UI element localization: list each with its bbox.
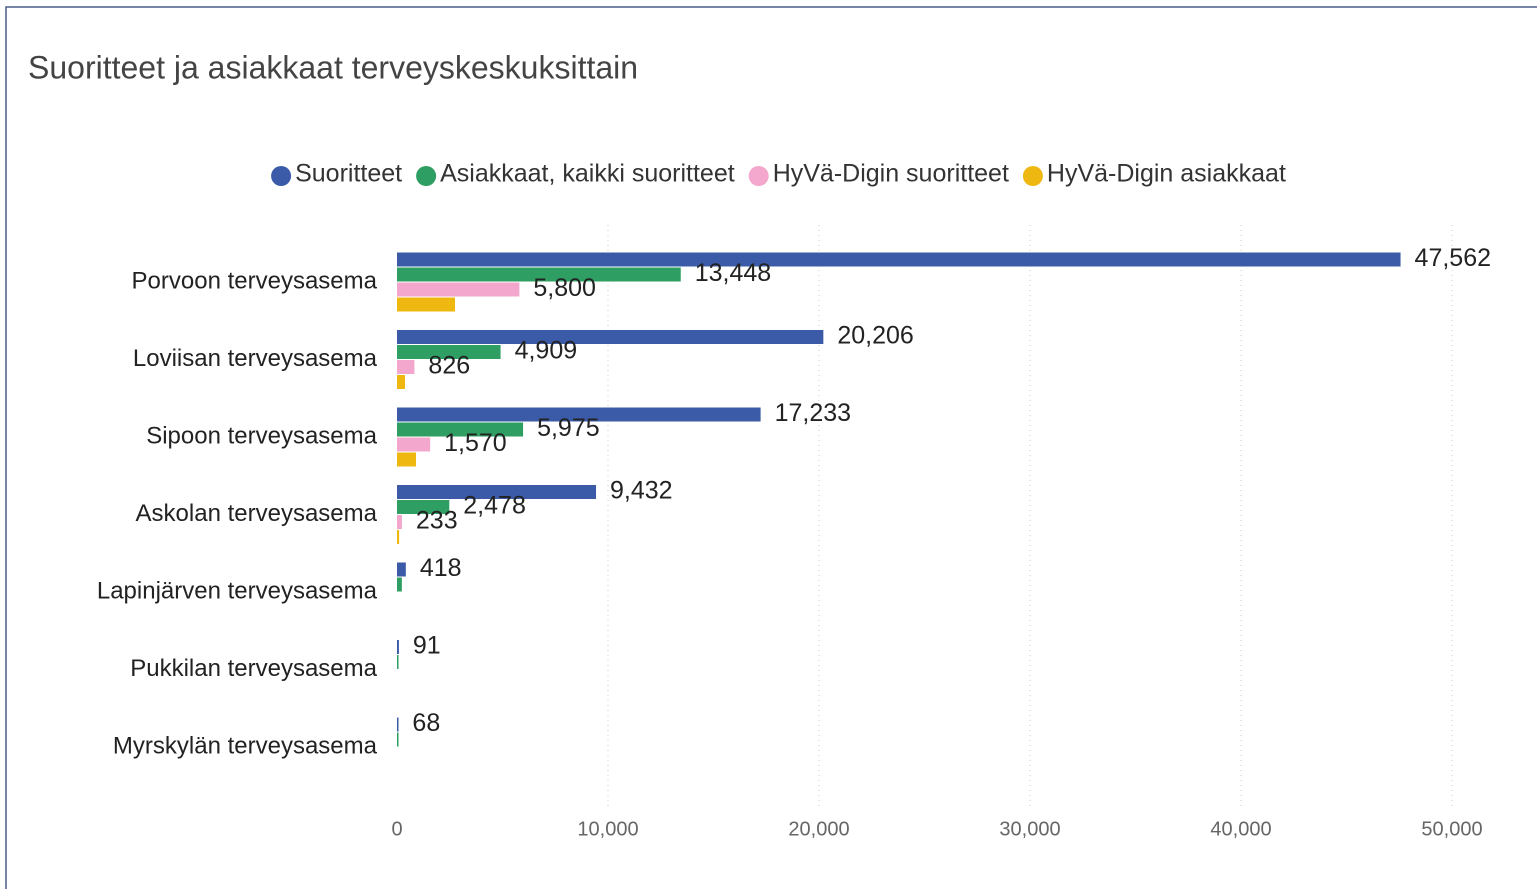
data-label: 17,233 [775,399,851,427]
data-label: 233 [416,507,458,535]
legend-label: Asiakkaat, kaikki suoritteet [440,160,735,188]
bar [397,530,400,544]
legend-marker [748,166,769,186]
data-label: 2,478 [463,492,526,520]
data-label: 5,800 [533,274,596,302]
bar [397,485,597,499]
data-label: 47,562 [1415,244,1491,272]
data-label: 91 [413,632,441,660]
chart-title: Suoritteet ja asiakkaat terveyskeskuksit… [28,49,638,85]
bar [397,655,399,669]
bar [397,422,524,437]
legend-label: Suoritteet [295,160,402,188]
x-tick-label: 40,000 [1210,818,1271,840]
bar [397,717,399,732]
x-tick-label: 30,000 [999,818,1060,840]
bar [397,577,402,592]
bar [397,437,431,452]
x-tick-label: 0 [391,818,402,840]
data-label: 13,448 [695,259,771,287]
data-label: 5,975 [537,414,600,442]
y-tick-label: Loviisan terveysasema [133,345,378,372]
data-label: 826 [428,352,470,380]
x-tick-label: 20,000 [788,818,849,840]
y-tick-label: Askolan terveysasema [136,500,378,527]
legend-label: HyVä-Digin asiakkaat [1047,160,1286,188]
legend-label: HyVä-Digin suoritteet [773,160,1009,188]
bar [397,267,681,282]
bar [397,515,402,529]
data-label: 9,432 [610,477,673,505]
x-tick-label: 10,000 [577,818,638,840]
data-label: 20,206 [837,322,913,350]
data-label: 4,909 [515,337,578,365]
bar [397,732,399,747]
legend-marker [1022,166,1043,186]
bar [397,452,416,467]
data-label: 68 [412,709,440,737]
data-label: 418 [420,554,462,582]
bar [397,500,450,514]
y-tick-label: Porvoon terveysasema [132,267,378,294]
frame [5,6,1537,889]
bar [397,330,824,344]
y-tick-label: Sipoon terveysasema [146,422,377,449]
bar [397,562,406,577]
bar [397,297,456,312]
bar [397,640,399,654]
y-tick-label: Myrskylän terveysasema [113,732,378,759]
bar [397,252,1401,267]
bar [397,360,415,374]
data-label: 1,570 [444,429,507,457]
bar [397,407,761,422]
bar [397,282,520,297]
y-tick-label: Pukkilan terveysasema [130,655,377,682]
bar [397,375,406,389]
bar [397,345,501,359]
legend-marker [416,166,437,186]
x-tick-label: 50,000 [1421,818,1482,840]
legend-marker [271,166,292,186]
y-tick-label: Lapinjärven terveysasema [97,577,378,604]
